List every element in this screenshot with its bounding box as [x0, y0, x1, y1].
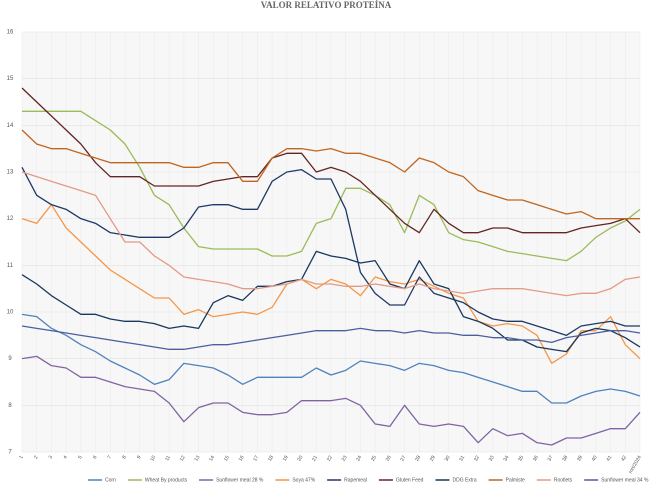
legend-label: Corn — [105, 477, 116, 483]
x-tick-label: 3 — [48, 454, 55, 460]
legend-label: DDG Extra — [452, 477, 476, 483]
x-tick-label: 14 — [208, 454, 216, 462]
y-tick-label: 8 — [8, 403, 12, 409]
x-tick-label: 25 — [370, 454, 378, 462]
legend-label: Rapemeal — [344, 477, 367, 483]
legend: Corn Wheat By products Sunflower meal 28 %… — [88, 477, 649, 483]
y-tick-label: 16 — [7, 30, 14, 36]
y-tick-label: 10 — [7, 310, 14, 316]
x-tick-label: 15 — [223, 454, 231, 462]
y-tick-label: 15 — [7, 76, 14, 82]
legend-label: Sunflower meal 28 % — [216, 477, 264, 483]
x-tick-label: 4 — [62, 454, 69, 460]
y-tick-label: 14 — [7, 123, 14, 129]
series-line — [21, 325, 641, 350]
x-tick-label: 7 — [107, 454, 114, 460]
x-tick-label: 38 — [561, 454, 569, 462]
series-line — [21, 129, 640, 220]
x-tick-label: 28 — [414, 454, 422, 462]
x-tick-label: 42 — [620, 454, 628, 462]
x-tick-label: 12 — [179, 454, 187, 462]
x-tick-label: 1 — [18, 454, 25, 460]
x-tick-label: 26 — [385, 454, 393, 462]
x-tick-label: 36 — [532, 454, 540, 462]
y-tick-label: 7 — [8, 450, 12, 456]
legend-label: Gluten Feed — [396, 477, 424, 483]
x-tick-label: 11 — [164, 454, 172, 462]
x-tick-label: 13 — [193, 454, 201, 462]
x-tick-label: 8 — [121, 454, 128, 460]
x-tick-label: 32 — [473, 454, 481, 462]
legend-label: Soya 47% — [292, 477, 315, 483]
x-tick-label: 5 — [77, 454, 84, 460]
chart-title: VALOR RELATIVO PROTEÍNA — [261, 0, 392, 10]
x-tick-label: 22 — [326, 454, 334, 462]
x-tick-label: 17 — [252, 454, 260, 462]
x-tick-label: 20 — [296, 454, 304, 462]
x-tick-label: 40 — [591, 454, 599, 462]
x-tick-label: 41 — [605, 454, 613, 462]
x-tick-label: 31 — [458, 454, 466, 462]
series-line — [21, 313, 641, 404]
x-tick-label: 23 — [341, 454, 349, 462]
series-line — [21, 87, 641, 234]
series-line — [21, 204, 641, 364]
x-tick-label: 2 — [33, 454, 40, 460]
x-tick-label: 21 — [311, 454, 319, 462]
series-line — [22, 110, 641, 262]
y-tick-label: 11 — [7, 263, 14, 269]
series-line — [21, 250, 641, 353]
y-tick-label: 9 — [8, 356, 12, 362]
y-tick-label: 13 — [7, 170, 14, 176]
legend-label: Wheat By products — [145, 477, 188, 483]
x-tick-label: 6 — [92, 454, 99, 460]
x-tick-label: 37 — [547, 454, 555, 462]
x-tick-label: 35 — [517, 454, 525, 462]
y-tick-label: 12 — [7, 216, 14, 222]
x-tick-label: 16 — [238, 454, 246, 462]
x-tick-label: 39 — [576, 454, 584, 462]
series-line — [21, 355, 641, 446]
x-tick-label: 33 — [488, 454, 496, 462]
x-tick-label: 24 — [355, 454, 363, 462]
x-tick-label: 19 — [282, 454, 290, 462]
x-tick-label: 34 — [502, 454, 510, 462]
series-line — [21, 171, 641, 297]
x-tick-label: 18 — [267, 454, 275, 462]
x-tick-label: 10 — [149, 454, 157, 462]
series-line — [21, 167, 640, 336]
legend-label: Rootlets — [554, 477, 573, 483]
x-tick-label: 30 — [444, 454, 452, 462]
x-tick-label: 9 — [136, 454, 143, 460]
legend-label: Sunflower meal 34 % — [601, 477, 649, 483]
x-tick-label: 29 — [429, 454, 437, 462]
legend-label: Palmiste — [506, 477, 525, 483]
x-tick-label: 27 — [399, 454, 407, 462]
